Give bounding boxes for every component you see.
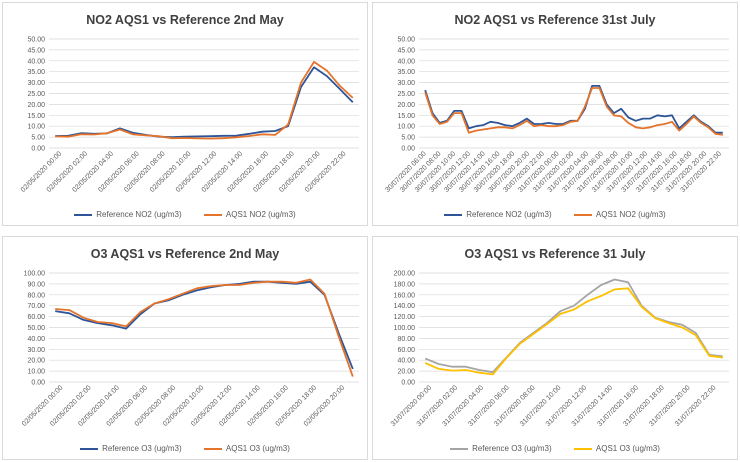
y-tick-label: 35.00 bbox=[27, 69, 45, 76]
legend-item-reference: Reference NO2 (ug/m3) bbox=[74, 210, 182, 219]
legend-item-reference: Reference NO2 (ug/m3) bbox=[444, 210, 552, 219]
y-tick-label: 200.00 bbox=[394, 271, 416, 278]
legend-item-aqs1: AQS1 O3 (ug/m3) bbox=[573, 444, 660, 453]
series-line-aqs1 bbox=[424, 87, 723, 136]
y-tick-label: 5.00 bbox=[31, 135, 45, 142]
legend-item-aqs1: AQS1 NO2 (ug/m3) bbox=[203, 210, 296, 219]
y-tick-label: 0.00 bbox=[401, 146, 415, 153]
legend-label: AQS1 NO2 (ug/m3) bbox=[595, 210, 666, 219]
y-tick-label: 40.00 bbox=[397, 58, 415, 65]
y-tick-label: 120.00 bbox=[394, 314, 416, 321]
y-tick-label: 0.00 bbox=[31, 146, 45, 153]
chart-plot: 0.00 5.00 10.00 15.00 20.00 25.00 30.00 35.00 40… bbox=[384, 37, 729, 194]
y-tick-label: 80.00 bbox=[397, 336, 415, 343]
y-tick-label: 30.00 bbox=[27, 80, 45, 87]
y-tick-label: 5.00 bbox=[401, 135, 415, 142]
y-tick-label: 60.00 bbox=[27, 314, 45, 321]
y-tick-label: 20.00 bbox=[397, 102, 415, 109]
chart-o3-31-july: O3 AQS1 vs Reference 31 July 0.00 20.00 40… bbox=[372, 236, 738, 460]
chart-title: O3 AQS1 vs Reference 2nd May bbox=[90, 247, 280, 261]
y-tick-label: 20.00 bbox=[27, 102, 45, 109]
legend-swatch bbox=[203, 447, 222, 450]
y-tick-label: 30.00 bbox=[27, 347, 45, 354]
legend-swatch bbox=[444, 213, 463, 216]
y-tick-label: 60.00 bbox=[397, 347, 415, 354]
legend: Reference NO2 (ug/m3) AQS1 NO2 (ug/m3) bbox=[373, 210, 737, 219]
legend: Reference O3 (ug/m3) AQS1 O3 (ug/m3) bbox=[373, 444, 737, 453]
legend-item-aqs1: AQS1 O3 (ug/m3) bbox=[203, 444, 290, 453]
y-tick-label: 15.00 bbox=[27, 113, 45, 120]
legend-label: AQS1 O3 (ug/m3) bbox=[595, 444, 660, 453]
series-line-aqs1 bbox=[55, 278, 354, 377]
y-tick-label: 100.00 bbox=[394, 325, 416, 332]
chart-title: NO2 AQS1 vs Reference 2nd May bbox=[86, 13, 284, 27]
legend-item-reference: Reference O3 (ug/m3) bbox=[80, 444, 182, 453]
y-tick-label: 40.00 bbox=[397, 358, 415, 365]
legend-item-reference: Reference O3 (ug/m3) bbox=[450, 444, 552, 453]
chart-title: O3 AQS1 vs Reference 31 July bbox=[464, 247, 646, 261]
y-tick-label: 0.00 bbox=[401, 380, 415, 387]
legend-label: AQS1 O3 (ug/m3) bbox=[225, 444, 290, 453]
legend-label: Reference NO2 (ug/m3) bbox=[96, 210, 182, 219]
y-tick-label: 25.00 bbox=[397, 91, 415, 98]
y-tick-label: 35.00 bbox=[397, 69, 415, 76]
y-tick-label: 45.00 bbox=[397, 47, 415, 54]
legend-swatch bbox=[80, 447, 99, 450]
legend-label: Reference NO2 (ug/m3) bbox=[466, 210, 552, 219]
legend-label: Reference O3 (ug/m3) bbox=[102, 444, 182, 453]
y-tick-label: 10.00 bbox=[397, 124, 415, 131]
y-tick-label: 90.00 bbox=[27, 281, 45, 288]
y-tick-label: 70.00 bbox=[27, 303, 45, 310]
y-tick-label: 0.00 bbox=[31, 380, 45, 387]
legend-swatch bbox=[450, 447, 469, 450]
y-tick-label: 20.00 bbox=[397, 369, 415, 376]
y-tick-label: 10.00 bbox=[27, 369, 45, 376]
chart-no2-2nd-may: NO2 AQS1 vs Reference 2nd May 0.00 5.00 10… bbox=[2, 2, 368, 226]
legend-swatch bbox=[573, 447, 592, 450]
legend: Reference O3 (ug/m3) AQS1 O3 (ug/m3) bbox=[3, 444, 367, 453]
y-tick-label: 160.00 bbox=[394, 292, 416, 299]
chart-plot: 0.00 20.00 40.00 60.00 80.00 100.00 120.00 140.… bbox=[390, 271, 729, 428]
y-tick-label: 40.00 bbox=[27, 58, 45, 65]
y-tick-label: 100.00 bbox=[24, 271, 46, 278]
legend-swatch bbox=[74, 213, 93, 216]
series-line-reference bbox=[424, 278, 723, 374]
series-line-reference bbox=[55, 280, 354, 370]
y-tick-label: 50.00 bbox=[397, 37, 415, 44]
series-line-aqs1 bbox=[424, 287, 723, 376]
y-tick-label: 80.00 bbox=[27, 292, 45, 299]
y-tick-label: 15.00 bbox=[397, 113, 415, 120]
legend-label: AQS1 NO2 (ug/m3) bbox=[225, 210, 296, 219]
legend-swatch bbox=[203, 213, 222, 216]
legend-swatch bbox=[573, 213, 592, 216]
chart-plot: 0.00 5.00 10.00 15.00 20.00 25.00 30.00 35.00 40… bbox=[20, 37, 359, 194]
y-tick-label: 30.00 bbox=[397, 80, 415, 87]
series-line-reference bbox=[424, 85, 723, 134]
y-tick-label: 180.00 bbox=[394, 281, 416, 288]
chart-o3-2nd-may: O3 AQS1 vs Reference 2nd May 0.00 10.00 20… bbox=[2, 236, 368, 460]
legend: Reference NO2 (ug/m3) AQS1 NO2 (ug/m3) bbox=[3, 210, 367, 219]
y-tick-label: 50.00 bbox=[27, 325, 45, 332]
legend-item-aqs1: AQS1 NO2 (ug/m3) bbox=[573, 210, 666, 219]
y-tick-label: 25.00 bbox=[27, 91, 45, 98]
chart-no2-31st-july: NO2 AQS1 vs Reference 31st July 0.00 5.00… bbox=[372, 2, 738, 226]
y-tick-label: 140.00 bbox=[394, 303, 416, 310]
y-tick-label: 50.00 bbox=[27, 37, 45, 44]
y-tick-label: 45.00 bbox=[27, 47, 45, 54]
y-tick-label: 20.00 bbox=[27, 358, 45, 365]
legend-label: Reference O3 (ug/m3) bbox=[472, 444, 552, 453]
series-line-aqs1 bbox=[55, 61, 354, 140]
chart-plot: 0.00 10.00 20.00 30.00 40.00 50.00 60.00 70.00 8… bbox=[21, 271, 359, 428]
y-tick-label: 10.00 bbox=[27, 124, 45, 131]
chart-title: NO2 AQS1 vs Reference 31st July bbox=[454, 13, 656, 27]
series-line-reference bbox=[55, 66, 354, 139]
y-tick-label: 40.00 bbox=[27, 336, 45, 343]
